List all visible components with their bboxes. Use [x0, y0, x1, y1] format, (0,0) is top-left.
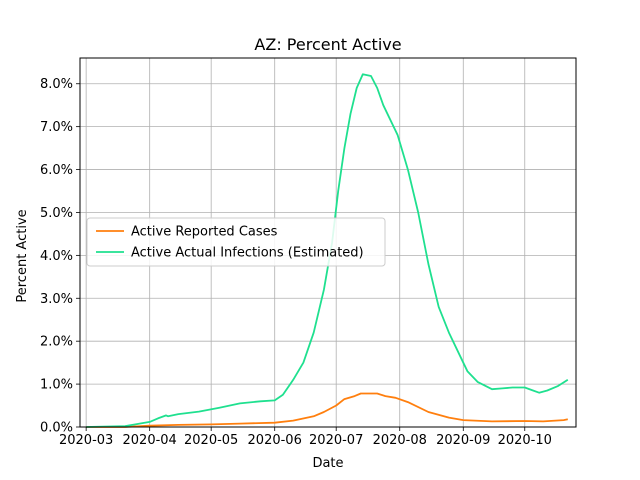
x-tick-label: 2020-05: [184, 433, 238, 448]
chart-title: AZ: Percent Active: [254, 35, 401, 54]
y-tick-label: 1.0%: [40, 378, 73, 393]
y-tick-label: 2.0%: [40, 335, 73, 350]
x-tick-label: 2020-09: [436, 433, 490, 448]
series-line-1: [86, 392, 568, 428]
y-tick-label: 5.0%: [40, 206, 73, 221]
x-tick-label: 2020-07: [309, 433, 363, 448]
x-tick-label: 2020-08: [373, 433, 427, 448]
y-tick-label: 8.0%: [40, 77, 73, 92]
series-line-2: [86, 73, 569, 428]
series-lines: [86, 73, 569, 428]
y-tick-label: 3.0%: [40, 292, 73, 307]
y-tick-label: 7.0%: [40, 120, 73, 135]
y-tick-label: 0.0%: [40, 421, 73, 436]
y-tick-label: 4.0%: [40, 249, 73, 264]
plot-area-frame: [79, 57, 577, 428]
x-axis-ticks: 2020-03 2020-04 2020-05 2020-06 2020-07 2020-…: [59, 427, 552, 448]
legend-label: Active Actual Infections (Estimated): [131, 246, 364, 261]
y-axis-label: Percent Active: [15, 209, 30, 302]
x-tick-label: 2020-10: [498, 433, 552, 448]
legend-box: [86, 217, 386, 267]
legend-label: Active Reported Cases: [131, 225, 278, 240]
y-axis-ticks: 0.0% 1.0% 2.0% 3.0% 4.0% 5.0% 6.0% 7.0% 8.0%: [40, 77, 80, 436]
x-tick-label: 2020-04: [123, 433, 177, 448]
y-tick-label: 6.0%: [40, 163, 73, 178]
legend: Active Reported Cases Active Actual Infec…: [86, 217, 386, 267]
x-axis-label: Date: [312, 456, 343, 471]
x-tick-label: 2020-06: [248, 433, 302, 448]
x-tick-label: 2020-03: [59, 433, 113, 448]
